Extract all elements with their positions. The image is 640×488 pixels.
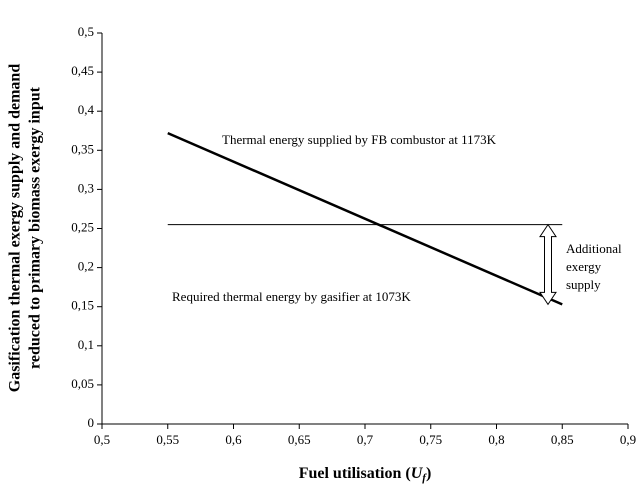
x-tick-label: 0,9 (620, 432, 636, 447)
double-arrow (539, 223, 557, 306)
annotation: Thermal energy supplied by FB combustor … (222, 132, 497, 147)
y-tick-label: 0,45 (71, 63, 94, 78)
x-label-part: U (411, 465, 424, 482)
y-tick-label: 0 (88, 415, 95, 430)
x-label-part: Fuel utilisation ( (299, 465, 411, 482)
y-tick-label: 0,15 (71, 298, 94, 313)
y-tick-label: 0,05 (71, 376, 94, 391)
y-tick-label: 0,3 (78, 180, 94, 195)
y-tick-label: 0,1 (78, 337, 94, 352)
y-tick-label: 0,2 (78, 259, 94, 274)
annotation: supply (566, 277, 601, 292)
annotation: Additional (566, 241, 622, 256)
x-tick-label: 0,5 (94, 432, 110, 447)
x-tick-label: 0,8 (488, 432, 504, 447)
x-label-part: ) (426, 465, 431, 482)
y-tick-label: 0,4 (78, 102, 95, 117)
y-label-line: Gasification thermal exergy supply and d… (7, 64, 24, 393)
x-axis-title: Fuel utilisation (Uf) (299, 465, 432, 484)
annotation: exergy (566, 259, 602, 274)
x-tick-label: 0,6 (225, 432, 242, 447)
x-tick-label: 0,55 (156, 432, 179, 447)
y-tick-label: 0,35 (71, 141, 94, 156)
x-label-part: f (422, 472, 427, 484)
y-axis-title: Gasification thermal exergy supply and d… (7, 64, 44, 393)
y-tick-label: 0,5 (78, 24, 94, 39)
x-tick-label: 0,65 (288, 432, 311, 447)
y-tick-label: 0,25 (71, 219, 94, 234)
series-line (167, 131, 563, 306)
y-label-line: reduced to primary biomass exergy input (27, 86, 44, 369)
x-tick-label: 0,75 (419, 432, 442, 447)
x-tick-label: 0,85 (551, 432, 574, 447)
annotation: Required thermal energy by gasifier at 1… (172, 289, 411, 304)
x-tick-label: 0,7 (357, 432, 374, 447)
